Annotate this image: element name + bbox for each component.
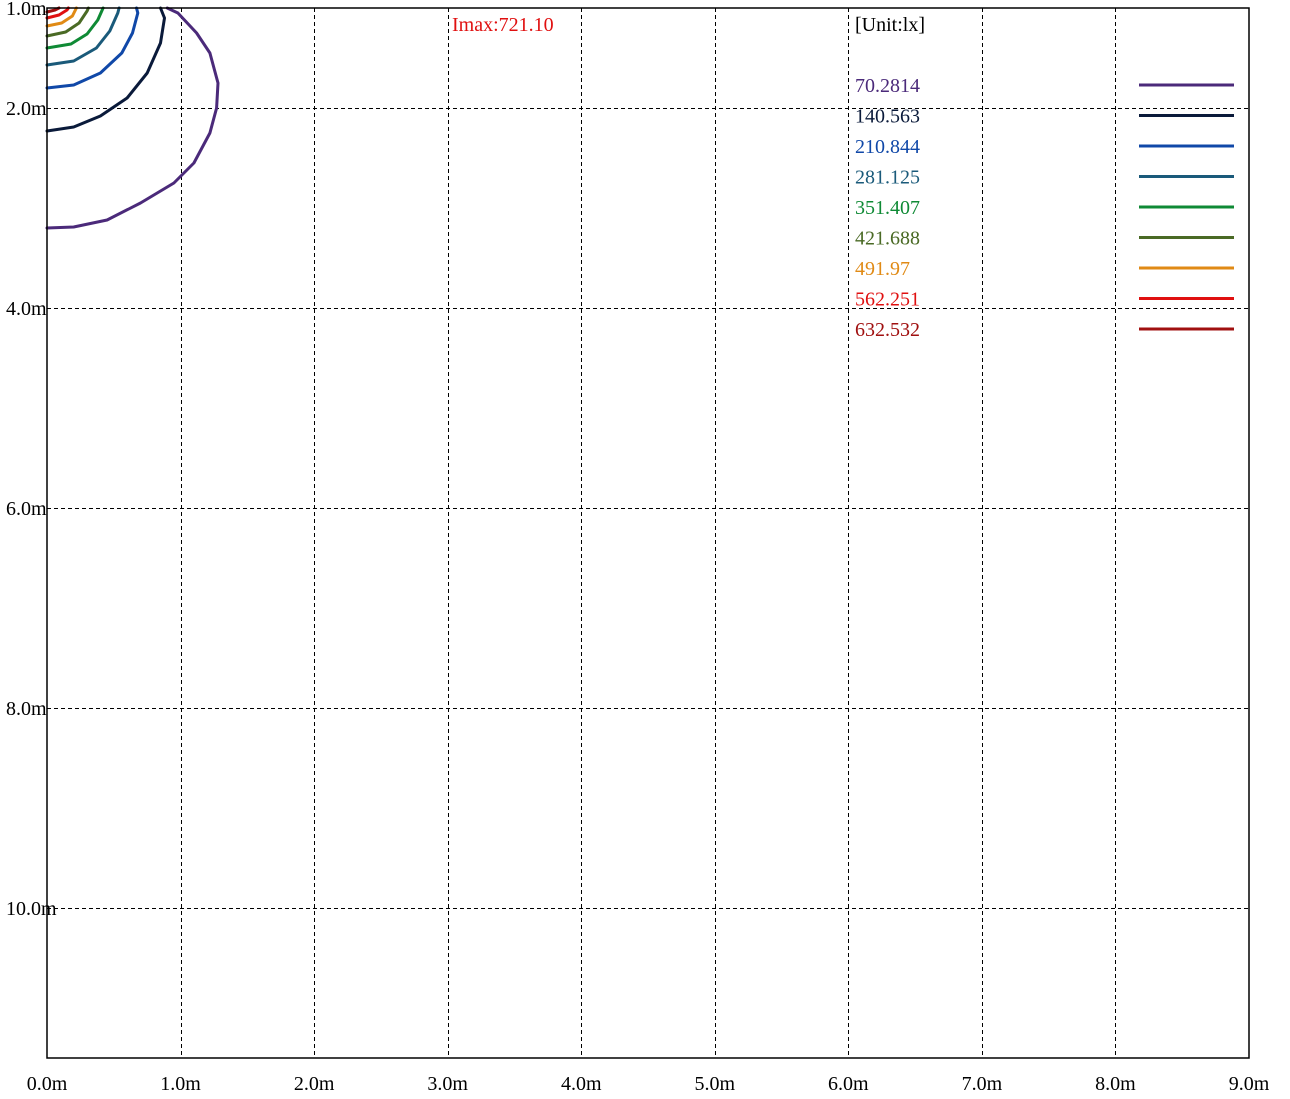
legend-label-3: 281.125 xyxy=(855,167,920,189)
axis-labels: 0.0m 1.0m 2.0m 3.0m 4.0m 5.0m 6.0m 7.0m 8.0m 9.0m… xyxy=(6,0,1270,1095)
y-tick-label-5: 10.0m xyxy=(6,898,57,920)
y-tick-label-3: 6.0m xyxy=(6,498,47,520)
legend-label-4: 351.407 xyxy=(855,197,920,219)
y-tick-label-2: 4.0m xyxy=(6,298,47,320)
x-tick-label-2: 2.0m xyxy=(294,1073,335,1095)
legend-label-0: 70.2814 xyxy=(855,75,920,97)
contour-line-3 xyxy=(45,6,121,67)
x-tick-label-5: 5.0m xyxy=(694,1073,735,1095)
y-tick-label-1: 2.0m xyxy=(6,98,47,120)
legend-label-8: 632.532 xyxy=(855,319,920,341)
legend-label-2: 210.844 xyxy=(855,136,920,158)
contour-lines xyxy=(45,6,220,230)
plot-frame xyxy=(46,7,1250,1059)
legend-label-7: 562.251 xyxy=(855,289,920,311)
y-tick-label-0: 1.0m xyxy=(6,0,47,20)
x-tick-label-4: 4.0m xyxy=(561,1073,602,1095)
contour-line-5 xyxy=(45,6,90,38)
contour-line-2 xyxy=(45,6,140,90)
imax-label: Imax:721.10 xyxy=(452,14,554,36)
x-tick-label-9: 9.0m xyxy=(1229,1073,1270,1095)
x-tick-label-8: 8.0m xyxy=(1095,1073,1136,1095)
contour-line-4 xyxy=(45,6,105,50)
grid-lines xyxy=(47,8,1249,1058)
x-tick-label-7: 7.0m xyxy=(962,1073,1003,1095)
x-tick-label-0: 0.0m xyxy=(27,1073,68,1095)
contour-line-0 xyxy=(45,6,220,230)
legend: 70.2814 140.563 210.844 281.125 351.407 421.6… xyxy=(855,75,1234,341)
x-tick-label-6: 6.0m xyxy=(828,1073,869,1095)
legend-label-6: 491.97 xyxy=(855,258,910,280)
legend-label-5: 421.688 xyxy=(855,228,920,250)
y-tick-label-4: 8.0m xyxy=(6,698,47,720)
contour-line-7 xyxy=(45,6,70,20)
x-tick-label-3: 3.0m xyxy=(427,1073,468,1095)
legend-label-1: 140.563 xyxy=(855,106,920,128)
x-tick-label-1: 1.0m xyxy=(160,1073,201,1095)
unit-label: [Unit:lx] xyxy=(855,14,925,36)
contour-line-6 xyxy=(45,6,78,28)
contour-line-1 xyxy=(45,6,166,133)
